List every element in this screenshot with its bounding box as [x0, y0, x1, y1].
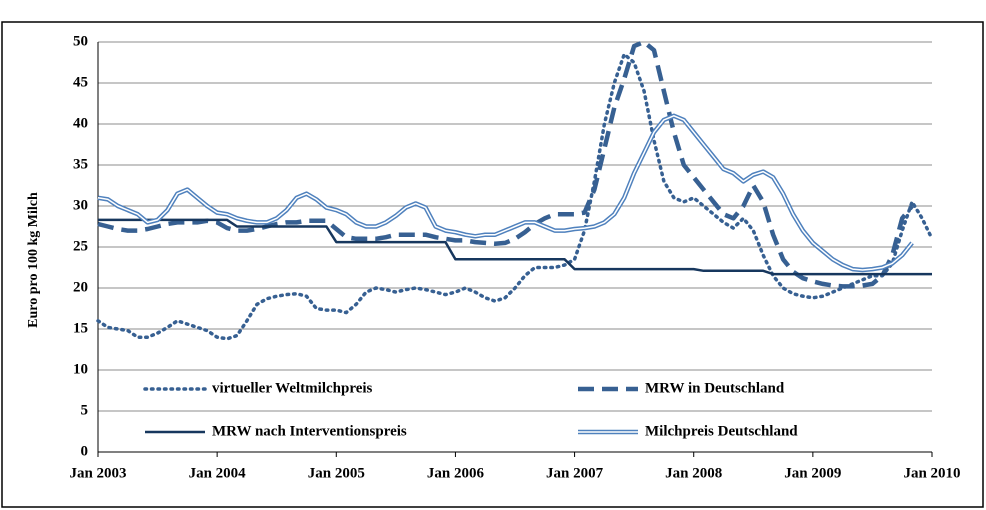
series-line: [97, 39, 914, 289]
y-tick-label: 50: [73, 33, 88, 49]
series-line: [96, 52, 934, 341]
legend-label: MRW in Deutschland: [645, 380, 785, 396]
series-line-inner: [97, 115, 913, 271]
legend-label: virtueller Weltmilchpreis: [212, 380, 373, 396]
y-tick-label: 25: [73, 238, 88, 254]
y-tick-label: 5: [81, 402, 89, 418]
series-line: [98, 218, 932, 276]
x-tick-label: Jan 2005: [308, 465, 365, 481]
x-tick-label: Jan 2003: [69, 465, 126, 481]
y-tick-label: 15: [73, 320, 88, 336]
x-tick-label: Jan 2008: [665, 465, 722, 481]
legend-label: Milchpreis Deutschland: [645, 423, 798, 439]
x-tick-label: Jan 2004: [189, 465, 247, 481]
y-tick-label: 30: [73, 197, 88, 213]
y-tick-label: 35: [73, 156, 88, 172]
x-tick-label: Jan 2009: [784, 465, 841, 481]
x-tick-label: Jan 2010: [903, 465, 960, 481]
y-tick-label: 20: [73, 279, 88, 295]
y-axis-label: Euro pro 100 kg Milch: [26, 192, 41, 328]
y-tick-label: 10: [73, 361, 88, 377]
y-tick-label: 0: [81, 443, 89, 459]
x-tick-label: Jan 2007: [546, 465, 604, 481]
legend-label: MRW nach Interventionspreis: [212, 423, 407, 439]
y-tick-label: 45: [73, 74, 88, 90]
x-tick-label: Jan 2006: [427, 465, 485, 481]
y-tick-label: 40: [73, 115, 88, 131]
